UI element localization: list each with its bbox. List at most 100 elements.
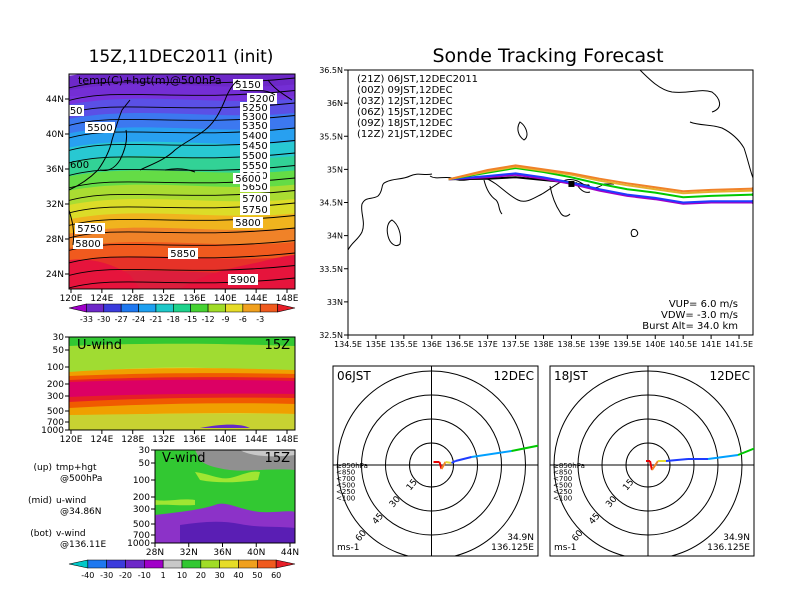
track-series-line: [448, 172, 753, 204]
hodograph-legend-entry: <100: [553, 495, 572, 503]
contour-label: 5450: [242, 141, 267, 152]
x-tick-label: 132E: [152, 294, 175, 304]
top-map-frame: [68, 73, 296, 290]
hodograph-date: 12DEC: [494, 369, 534, 383]
x-tick-label: 134.5E: [334, 340, 362, 349]
u-wind-x-ticks: 120E 124E 128E 132E 136E 140E 144E 148E: [60, 430, 299, 445]
x-tick-label: 148E: [276, 294, 299, 304]
y-tick-label: 36N: [46, 165, 64, 175]
contour-label: 5350: [242, 121, 267, 132]
contour-label-bg: [247, 93, 277, 104]
y-tick-label: 24N: [46, 270, 64, 280]
contour-label: 450: [63, 106, 82, 117]
contour-label-bg: [75, 223, 105, 234]
hodograph-lat: 34.9N: [723, 533, 750, 543]
v-wind-x-ticks: 28N 32N 36N 40N 44N: [146, 543, 299, 558]
height-contour-line: [69, 227, 295, 239]
y-tick-label: 34.5N: [319, 199, 343, 208]
x-tick-label: 120E: [60, 435, 83, 445]
contour-label: 5200: [249, 94, 274, 105]
x-tick-label: 36N: [213, 548, 231, 558]
y-tick-label: 28N: [46, 235, 64, 245]
contour-label-bg: [85, 122, 115, 133]
colorbar-tick-label: -18: [167, 315, 180, 324]
y-tick-label: 100: [133, 476, 150, 486]
y-tick-label: 300: [47, 392, 64, 402]
hodograph-segment: [737, 447, 754, 456]
y-tick-label: 44N: [46, 95, 64, 105]
contour-label-bg: [240, 204, 270, 215]
contour-label-bg: [240, 150, 270, 161]
y-tick-label: 1000: [41, 426, 64, 436]
x-tick-label: 124E: [90, 294, 113, 304]
colorbar-tick-label: -20: [119, 571, 132, 580]
contour-label: 5850: [170, 249, 195, 260]
colorbar-swatch: [190, 303, 209, 313]
colorbar-swatch: [275, 559, 296, 569]
colorbar-swatch: [257, 559, 277, 569]
contour-label: 5800: [75, 239, 100, 250]
colorbar-tick-label: -12: [202, 315, 215, 324]
hodograph-segment: [651, 460, 659, 471]
vdw-label: VDW= -3.0 m/s: [661, 310, 738, 321]
hodograph-time: 18JST: [554, 369, 588, 383]
x-tick-label: 141E: [701, 340, 721, 349]
colorbar-swatch: [68, 303, 87, 313]
y-tick-label: 200: [133, 493, 150, 503]
x-tick-label: 136E: [422, 340, 442, 349]
x-tick-label: 140E: [214, 294, 237, 304]
top-map-y-ticks: 24N 28N 32N 36N 40N 44N: [46, 95, 69, 280]
colorbar-tick-label: -3: [256, 315, 264, 324]
contour-label-bg: [240, 160, 270, 171]
hodograph-units: ms-1: [337, 543, 359, 553]
note-value: @136.11E: [60, 540, 106, 550]
note-value: @500hPa: [60, 474, 102, 484]
x-tick-label: 136.5E: [446, 340, 474, 349]
vup-label: VUP= 6.0 m/s: [669, 299, 738, 310]
y-tick-label: 500: [133, 520, 150, 530]
colorbar-swatch: [103, 303, 122, 313]
x-tick-label: 135E: [366, 340, 386, 349]
legend-entry: (21Z) 06JST,12DEC2011: [357, 74, 478, 85]
colorbar-swatch: [138, 303, 157, 313]
top-map-x-ticks: 120E 124E 128E 132E 136E 140E 144E 148E: [60, 289, 299, 304]
contour-label-bg: [69, 105, 84, 116]
y-tick-label: 33N: [327, 298, 343, 307]
top-map-label: temp(C)+hgt(m)@500hPa: [78, 74, 222, 87]
colorbar-tick-label: 30: [215, 571, 225, 580]
hodograph-legend-entry: <700: [336, 475, 355, 483]
note-key: (mid): [28, 496, 52, 506]
note-key: (bot): [30, 529, 52, 539]
track-x-ticks: 134.5E 135E 135.5E 136E 136.5E 137E 137.5E 138E…: [334, 335, 753, 349]
track-series-line: [448, 164, 753, 193]
y-tick-label: 32.5N: [319, 331, 343, 340]
x-tick-label: 136E: [183, 294, 206, 304]
contour-label: 5500: [242, 151, 267, 162]
colorbar-tick-label: 10: [177, 571, 187, 580]
hodograph-segment: [707, 454, 739, 460]
colorbar-tick-label: 50: [252, 571, 262, 580]
contour-label: 5150: [235, 80, 260, 91]
colorbar-tick-label: -10: [138, 571, 151, 580]
hodograph-segment: [511, 444, 538, 452]
hodograph-legend-entry: <250: [336, 488, 355, 496]
y-tick-label: 500: [47, 407, 64, 417]
colorbar-swatch: [68, 559, 89, 569]
hodograph-legend-entry: <850: [553, 469, 572, 477]
colorbar-tick-label: -9: [221, 315, 229, 324]
contour-label-bg: [240, 140, 270, 151]
contour-label: 5550: [242, 161, 267, 172]
y-tick-label: 300: [133, 505, 150, 515]
coastline: [69, 79, 293, 246]
colorbar-swatch: [277, 303, 296, 313]
contour-label: 5500: [87, 123, 112, 134]
colorbar-tick-label: -6: [239, 315, 247, 324]
hodograph-lat: 34.9N: [507, 533, 534, 543]
contour-label-bg: [240, 120, 270, 131]
x-tick-label: 132E: [152, 435, 175, 445]
contour-label: 5900: [230, 275, 255, 286]
contour-label: 5750: [242, 205, 267, 216]
height-contour-line: [69, 265, 295, 276]
